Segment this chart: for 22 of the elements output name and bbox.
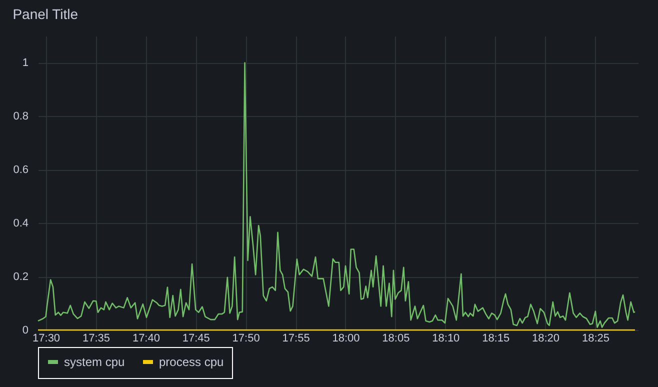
line-series	[37, 62, 636, 328]
y-tick-label: 0.2	[13, 271, 28, 284]
y-tick-label: 1	[22, 57, 28, 70]
x-tick-label: 18:20	[532, 332, 560, 344]
x-tick-label: 17:45	[182, 332, 210, 344]
y-tick-label: 0.4	[13, 218, 28, 230]
legend-label: process cpu	[159, 355, 224, 369]
x-tick-label: 17:40	[132, 332, 160, 344]
x-tick-label: 17:35	[82, 332, 110, 344]
x-tick-label: 17:55	[282, 332, 310, 344]
x-tick-label: 18:25	[582, 332, 610, 344]
x-tick-label: 18:10	[432, 332, 460, 344]
y-tick-label: 0.6	[13, 164, 28, 176]
y-tick-label: 0.8	[13, 110, 28, 123]
y-tick-label: 0	[22, 324, 28, 336]
x-tick-label: 17:30	[32, 332, 60, 344]
x-tick-label: 17:50	[232, 332, 260, 344]
legend-label: system cpu	[64, 355, 125, 369]
x-tick-label: 18:05	[382, 332, 410, 344]
x-tick-label: 18:00	[332, 332, 360, 344]
x-tick-label: 18:15	[482, 332, 510, 344]
chart-title: Panel Title	[12, 6, 78, 22]
